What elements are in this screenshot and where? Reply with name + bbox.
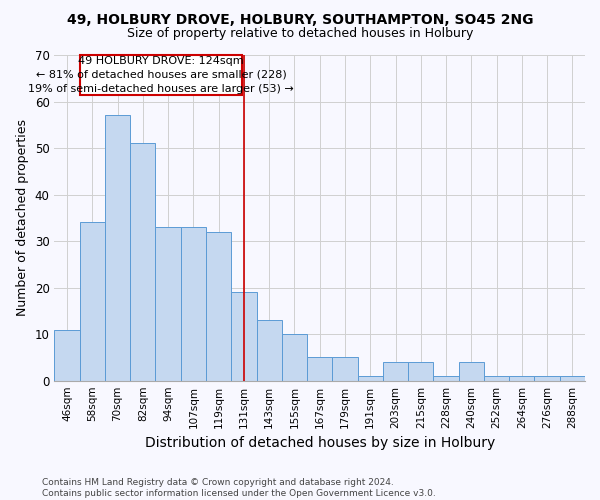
Bar — [535, 376, 560, 380]
Text: 49, HOLBURY DROVE, HOLBURY, SOUTHAMPTON, SO45 2NG: 49, HOLBURY DROVE, HOLBURY, SOUTHAMPTON,… — [67, 12, 533, 26]
Bar — [509, 376, 535, 380]
Bar — [80, 222, 105, 380]
FancyBboxPatch shape — [80, 55, 242, 94]
Bar — [130, 144, 155, 380]
Bar — [560, 376, 585, 380]
Text: 49 HOLBURY DROVE: 124sqm
← 81% of detached houses are smaller (228)
19% of semi-: 49 HOLBURY DROVE: 124sqm ← 81% of detach… — [28, 56, 294, 94]
Bar — [358, 376, 383, 380]
Text: Size of property relative to detached houses in Holbury: Size of property relative to detached ho… — [127, 28, 473, 40]
Bar — [155, 227, 181, 380]
X-axis label: Distribution of detached houses by size in Holbury: Distribution of detached houses by size … — [145, 436, 495, 450]
Bar — [408, 362, 433, 380]
Bar — [484, 376, 509, 380]
Bar — [307, 358, 332, 380]
Y-axis label: Number of detached properties: Number of detached properties — [16, 120, 29, 316]
Bar — [181, 227, 206, 380]
Bar — [231, 292, 257, 380]
Bar — [257, 320, 282, 380]
Bar — [458, 362, 484, 380]
Bar — [55, 330, 80, 380]
Bar — [105, 116, 130, 380]
Text: Contains HM Land Registry data © Crown copyright and database right 2024.
Contai: Contains HM Land Registry data © Crown c… — [42, 478, 436, 498]
Bar — [332, 358, 358, 380]
Bar — [282, 334, 307, 380]
Bar — [433, 376, 458, 380]
Bar — [383, 362, 408, 380]
Bar — [206, 232, 231, 380]
